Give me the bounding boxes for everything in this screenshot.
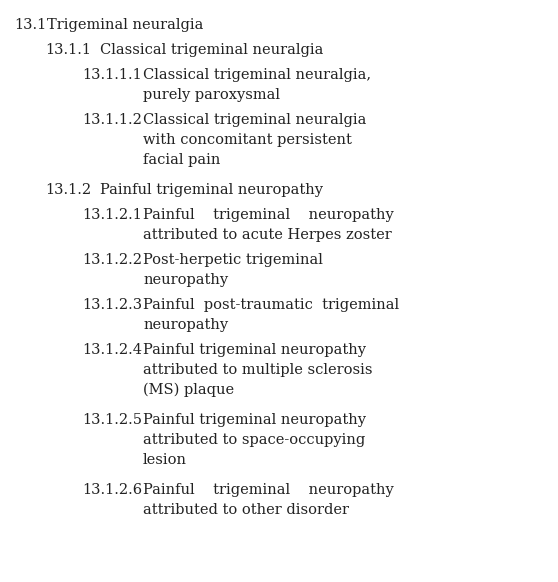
Text: neuropathy: neuropathy [143, 318, 228, 332]
Text: 13.1.1.1: 13.1.1.1 [82, 68, 142, 82]
Text: attributed to other disorder: attributed to other disorder [143, 503, 349, 517]
Text: Painful trigeminal neuropathy: Painful trigeminal neuropathy [100, 183, 323, 197]
Text: Trigeminal neuralgia: Trigeminal neuralgia [47, 18, 203, 32]
Text: neuropathy: neuropathy [143, 273, 228, 287]
Text: attributed to multiple sclerosis: attributed to multiple sclerosis [143, 363, 373, 377]
Text: 13.1.2.6: 13.1.2.6 [82, 483, 142, 497]
Text: Post-herpetic trigeminal: Post-herpetic trigeminal [143, 253, 323, 267]
Text: 13.1.2.4: 13.1.2.4 [82, 343, 142, 357]
Text: 13.1.2: 13.1.2 [45, 183, 91, 197]
Text: 13.1.2.2: 13.1.2.2 [82, 253, 142, 267]
Text: attributed to space-occupying: attributed to space-occupying [143, 433, 365, 447]
Text: with concomitant persistent: with concomitant persistent [143, 133, 352, 147]
Text: 13.1.2.3: 13.1.2.3 [82, 298, 142, 312]
Text: attributed to acute Herpes zoster: attributed to acute Herpes zoster [143, 228, 392, 242]
Text: Painful  post-traumatic  trigeminal: Painful post-traumatic trigeminal [143, 298, 399, 312]
Text: purely paroxysmal: purely paroxysmal [143, 88, 280, 102]
Text: Classical trigeminal neuralgia: Classical trigeminal neuralgia [100, 43, 324, 57]
Text: Painful    trigeminal    neuropathy: Painful trigeminal neuropathy [143, 208, 394, 222]
Text: 13.1.2.5: 13.1.2.5 [82, 413, 142, 427]
Text: (MS) plaque: (MS) plaque [143, 383, 234, 398]
Text: Classical trigeminal neuralgia,: Classical trigeminal neuralgia, [143, 68, 371, 82]
Text: 13.1.1: 13.1.1 [45, 43, 91, 57]
Text: 13.1: 13.1 [14, 18, 46, 32]
Text: lesion: lesion [143, 453, 187, 467]
Text: 13.1.2.1: 13.1.2.1 [82, 208, 142, 222]
Text: Classical trigeminal neuralgia: Classical trigeminal neuralgia [143, 113, 367, 127]
Text: Painful trigeminal neuropathy: Painful trigeminal neuropathy [143, 343, 366, 357]
Text: 13.1.1.2: 13.1.1.2 [82, 113, 142, 127]
Text: Painful trigeminal neuropathy: Painful trigeminal neuropathy [143, 413, 366, 427]
Text: facial pain: facial pain [143, 153, 220, 167]
Text: Painful    trigeminal    neuropathy: Painful trigeminal neuropathy [143, 483, 394, 497]
